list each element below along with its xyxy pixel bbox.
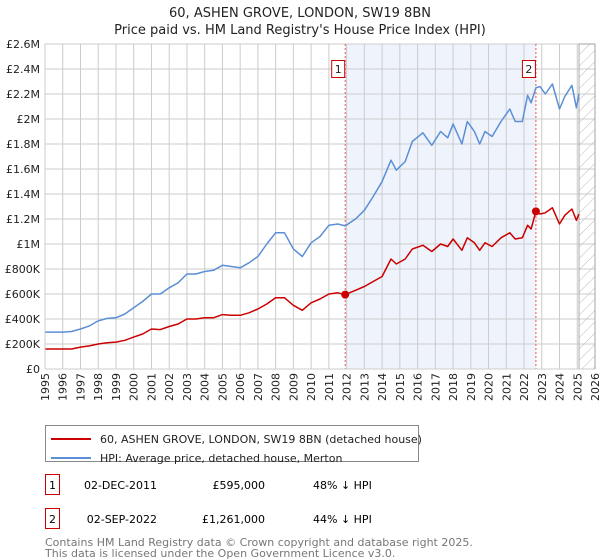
x-tick-label: 2008 [270,373,283,401]
x-tick-label: 2007 [252,373,265,401]
x-tick-label: 1996 [57,373,70,401]
x-tick-label: 2000 [128,373,141,401]
legend-label-hpi: HPI: Average price, detached house, Mert… [100,452,342,465]
sale-price: £1,261,000 [202,513,265,526]
footer-copyright: Contains HM Land Registry data © Crown c… [45,536,473,549]
y-tick-label: £1.8M [6,138,40,151]
x-tick-label: 1995 [39,373,52,401]
x-tick-label: 2020 [483,373,496,401]
x-tick-label: 2004 [199,373,212,401]
x-tick-label: 2018 [447,373,460,401]
sale-price: £595,000 [213,479,266,492]
sale-id: 1 [49,479,56,492]
x-tick-label: 2014 [376,373,389,401]
y-tick-label: £2.2M [6,88,40,101]
sale-badge-1 [45,474,60,495]
x-tick-label: 2010 [305,373,318,401]
x-tick-label: 2005 [216,373,229,401]
sale-hpi-diff: 44% ↓ HPI [313,513,372,526]
x-tick-label: 2006 [234,373,247,401]
y-tick-label: £2.4M [6,63,40,76]
y-tick-label: £1.6M [6,163,40,176]
x-tick-label: 1998 [92,373,105,401]
forecast-hatch [578,43,596,370]
x-tick-label: 1997 [74,373,87,401]
hpi-line [45,83,580,333]
legend-box [45,425,419,462]
x-tick-label: 2003 [181,373,194,401]
x-tick-label: 2009 [287,373,300,401]
plot-area: 1995 1996 1997 1998 1999 2000 2001 2002 2003 2004… [5,38,600,401]
footer-licence: This data is licensed under the Open Gov… [44,547,395,560]
sale-badge-2 [45,508,60,529]
x-tick-label: 1999 [110,373,123,401]
x-tick-label: 2022 [518,373,531,401]
legend-label-property: 60, ASHEN GROVE, LONDON, SW19 8BN (detac… [100,433,422,446]
sale-chart-badge-1 [331,60,346,78]
x-tick-label: 2012 [341,373,354,401]
legend: 60, ASHEN GROVE, LONDON, SW19 8BN (detac… [45,425,422,465]
sale-id: 2 [49,513,56,526]
sale-chart-badge-label: 1 [335,63,342,76]
sale-date: 02-DEC-2011 [84,479,157,492]
y-tick-label: £1.4M [6,188,40,201]
y-tick-label: £1.2M [6,213,40,226]
x-tick-label: 2021 [500,373,513,401]
y-tick-label: £800K [5,263,41,276]
x-tick-label: 2019 [465,373,478,401]
chart-title: 60, ASHEN GROVE, LONDON, SW19 8BN [169,6,431,21]
sale-row-1: 1 02-DEC-2011 £595,000 48% ↓ HPI [45,474,372,495]
x-tick-label: 2017 [429,373,442,401]
x-tick-label: 2001 [145,373,158,401]
x-tick-label: 2015 [394,373,407,401]
sale-hpi-diff: 48% ↓ HPI [313,479,372,492]
sale-chart-badge-2 [521,60,536,78]
y-tick-label: £600K [5,288,41,301]
x-tick-label: 2013 [358,373,371,401]
sale-row-2: 2 02-SEP-2022 £1,261,000 44% ↓ HPI [45,508,372,529]
y-tick-label: £2M [17,113,41,126]
x-tick-label: 2016 [412,373,425,401]
property-price-line [45,207,580,350]
sale-point-2 [531,207,540,216]
sale-point-1 [341,290,350,299]
y-tick-label: £0 [26,363,40,376]
x-tick-label: 2023 [536,373,549,401]
sale-date: 02-SEP-2022 [87,513,157,526]
x-tick-label: 2025 [571,373,584,401]
x-tick-label: 2002 [163,373,176,401]
x-tick-label: 2011 [323,373,336,401]
y-tick-label: £1M [17,238,41,251]
sales-table: 1 02-DEC-2011 £595,000 48% ↓ HPI 2 02-SE… [45,474,372,529]
y-tick-label: £400K [5,313,41,326]
chart-subtitle: Price paid vs. HM Land Registry's House … [114,23,486,38]
y-tick-label: £200K [5,338,41,351]
sales-period-shade [345,44,536,369]
y-tick-label: £2.6M [6,38,40,51]
x-tick-label: 2024 [554,373,567,401]
sale-chart-badge-label: 2 [525,63,532,76]
x-tick-label: 2026 [589,373,600,401]
